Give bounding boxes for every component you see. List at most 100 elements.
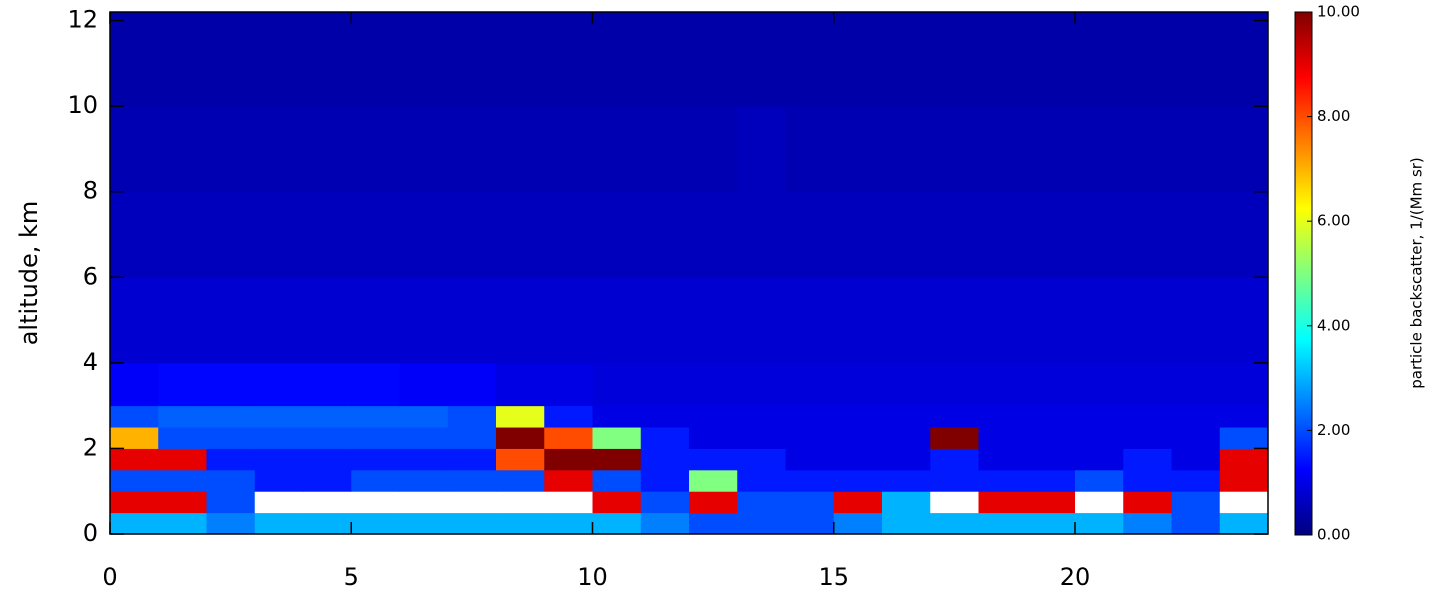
heatmap-cell (1219, 405, 1269, 428)
heatmap-cell (592, 106, 642, 193)
heatmap-cell (592, 469, 642, 492)
heatmap-cell (1123, 448, 1172, 471)
plot-frame (109, 11, 1269, 535)
heatmap-cell (544, 191, 593, 278)
heatmap-cell (640, 491, 690, 514)
heatmap-cell (882, 12, 931, 107)
heatmap-cell (206, 191, 256, 278)
heatmap-cell (351, 491, 400, 514)
heatmap-cell (254, 277, 304, 364)
heatmap-cell (399, 469, 449, 492)
heatmap-cell (351, 12, 400, 107)
heatmap-cell (1075, 191, 1124, 278)
heatmap-cell (110, 491, 159, 514)
heatmap-cell (1123, 469, 1172, 492)
heatmap-cell (785, 512, 835, 535)
heatmap-cell (592, 448, 642, 471)
y-tick-label: 4 (83, 348, 98, 376)
colorbar-tick-label: 10.00 (1317, 3, 1360, 21)
heatmap-cell (254, 469, 304, 492)
heatmap-cell (1171, 469, 1221, 492)
heatmap-cell (496, 12, 545, 107)
heatmap-cell (930, 277, 979, 364)
heatmap-cell (930, 469, 979, 492)
heatmap-cell (978, 362, 1028, 407)
heatmap-cell (640, 277, 690, 364)
heatmap-cell (689, 491, 738, 514)
heatmap-cell (737, 191, 786, 278)
heatmap-cell (1219, 427, 1269, 449)
heatmap-cell (399, 512, 449, 535)
heatmap-cell (399, 12, 449, 107)
heatmap-cell (496, 191, 545, 278)
heatmap-cell (1171, 427, 1221, 449)
heatmap-cell (303, 405, 352, 428)
heatmap-cell (737, 448, 786, 471)
heatmap-cell (351, 512, 400, 535)
y-tick-label: 8 (83, 177, 98, 205)
heatmap-cell (592, 362, 642, 407)
heatmap-cell (1075, 427, 1124, 449)
heatmap-cell (640, 12, 690, 107)
heatmap-cell (110, 12, 159, 107)
heatmap-cell (1026, 405, 1076, 428)
heatmap-cell (544, 106, 593, 193)
heatmap-cell (833, 362, 883, 407)
heatmap-cell (1123, 405, 1172, 428)
heatmap-cell (737, 277, 786, 364)
heatmap-cell (1171, 12, 1221, 107)
heatmap-cell (930, 448, 979, 471)
heatmap-cell (206, 362, 256, 407)
heatmap-cell (110, 448, 159, 471)
heatmap-cell (303, 448, 352, 471)
heatmap-cell (1123, 427, 1172, 449)
heatmap-cell (1075, 469, 1124, 492)
heatmap-cell (882, 405, 931, 428)
heatmap-cell (1171, 362, 1221, 407)
heatmap-cell (640, 106, 690, 193)
heatmap-cell (978, 191, 1028, 278)
heatmap-cell (544, 362, 593, 407)
heatmap-cell (689, 362, 738, 407)
heatmap-cell (785, 427, 835, 449)
heatmap-cell (1219, 191, 1269, 278)
heatmap-cell (496, 427, 545, 449)
heatmap-cell (833, 491, 883, 514)
heatmap-cell (254, 491, 304, 514)
heatmap-cell (737, 491, 786, 514)
heatmap-cell (785, 469, 835, 492)
heatmap-cell (1123, 491, 1172, 514)
heatmap-cell (1075, 491, 1124, 514)
heatmap-cell (110, 362, 159, 407)
heatmap-cell (399, 362, 449, 407)
heatmap-cell (1026, 427, 1076, 449)
heatmap-cell (978, 106, 1028, 193)
heatmap-cell (882, 191, 931, 278)
heatmap-cell (544, 277, 593, 364)
heatmap-cell (689, 277, 738, 364)
heatmap-cell (1075, 512, 1124, 535)
heatmap-cell (737, 362, 786, 407)
heatmap-cell (592, 427, 642, 449)
heatmap-cell (882, 469, 931, 492)
heatmap-cell (206, 491, 256, 514)
heatmap-cell (640, 469, 690, 492)
heatmap-cell (785, 106, 835, 193)
heatmap-cell (689, 405, 738, 428)
heatmap-cell (1123, 106, 1172, 193)
heatmap-cell (978, 277, 1028, 364)
heatmap-cell (447, 512, 497, 535)
x-tick-label: 0 (102, 563, 117, 591)
heatmap-cell (254, 405, 304, 428)
heatmap-cell (785, 405, 835, 428)
heatmap-cell (303, 277, 352, 364)
heatmap-cell (833, 106, 883, 193)
colorbar-tick-label: 4.00 (1317, 316, 1350, 334)
heatmap-cell (544, 469, 593, 492)
heatmap-cell (110, 191, 159, 278)
heatmap-cell (158, 512, 207, 535)
heatmap-cell (1219, 277, 1269, 364)
heatmap-cell (640, 427, 690, 449)
heatmap-cell (254, 427, 304, 449)
heatmap-cell (592, 277, 642, 364)
